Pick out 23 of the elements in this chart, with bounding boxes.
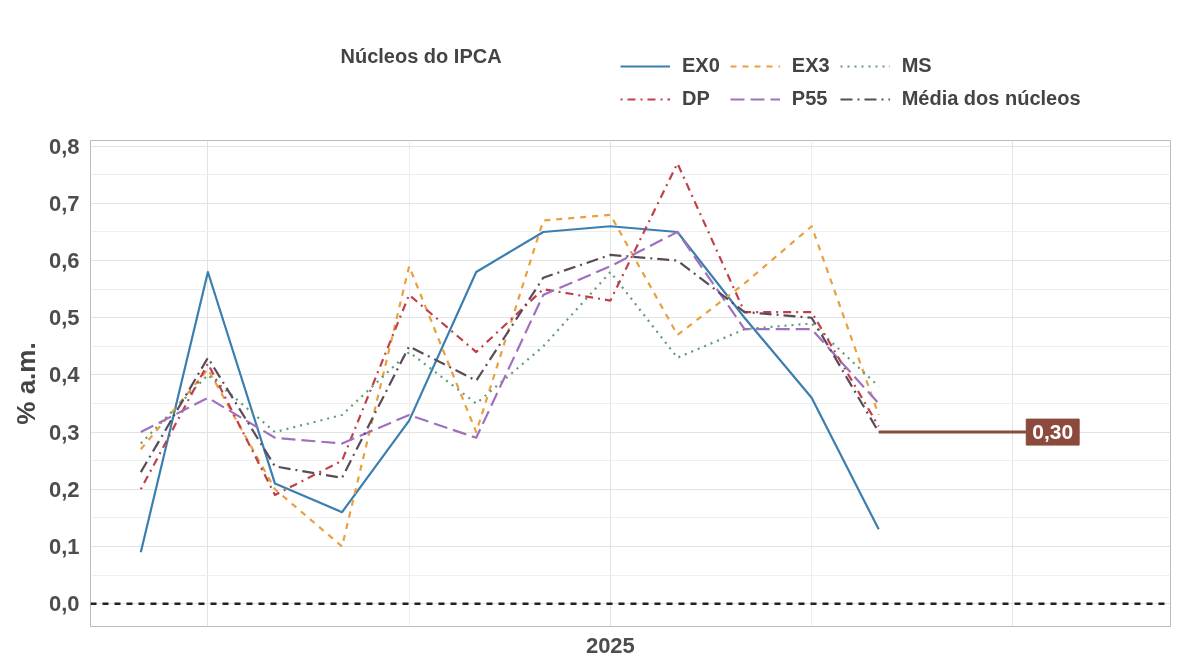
legend-label: Média dos núcleos: [901, 87, 1081, 110]
line-series: [139, 253, 880, 479]
legend-label: P55: [791, 87, 828, 110]
y-tick-label: 0,4: [48, 362, 81, 388]
legend-label: MS: [901, 54, 932, 77]
legend-label: DP: [682, 87, 710, 110]
y-tick-label: 0,1: [48, 533, 80, 559]
legend-label: EX3: [791, 54, 830, 77]
text: 0,30: [1032, 420, 1074, 444]
y-tick-label: 0,0: [48, 591, 80, 617]
y-axis-title: % a.m.: [10, 342, 41, 425]
y-tick-label: 0,8: [48, 133, 80, 159]
y-tick-label: 0,7: [48, 190, 80, 216]
line-series: [139, 270, 880, 445]
y-tick-label: 0,3: [48, 419, 80, 445]
y-tick-label: 0,2: [48, 476, 80, 502]
y-tick-label: 0,5: [48, 305, 80, 331]
line-series: [139, 230, 880, 445]
x-tick-label: 2025: [585, 632, 635, 658]
legend-title: Núcleos do IPCA: [340, 44, 502, 67]
legend-label: EX0: [682, 54, 720, 77]
line-series: [139, 162, 880, 497]
y-tick-label: 0,6: [48, 248, 80, 274]
